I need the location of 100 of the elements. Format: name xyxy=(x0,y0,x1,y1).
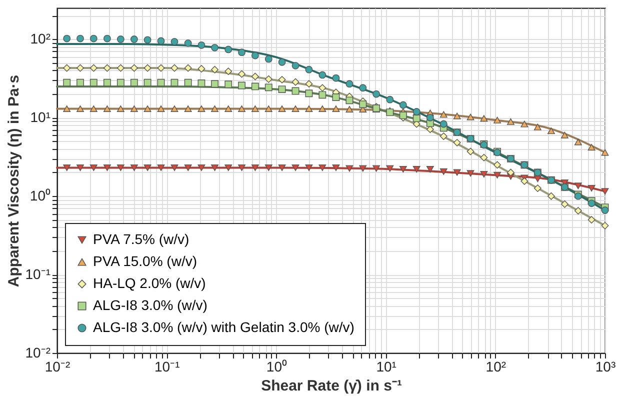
point xyxy=(184,39,192,47)
point xyxy=(90,78,98,86)
point xyxy=(251,164,259,171)
point xyxy=(103,105,111,112)
point xyxy=(359,165,367,172)
point xyxy=(494,172,501,178)
point xyxy=(224,68,232,75)
y-tick-label: 10⁻¹ xyxy=(25,266,51,282)
point xyxy=(332,105,340,112)
point xyxy=(318,164,326,171)
point xyxy=(157,64,165,72)
point xyxy=(318,71,326,79)
point xyxy=(386,165,394,172)
point xyxy=(170,64,178,72)
point xyxy=(372,90,380,98)
legend-label: ALG-I8 3.0% (w/v) xyxy=(93,297,208,313)
point xyxy=(278,164,286,171)
point xyxy=(76,164,84,171)
point xyxy=(574,138,582,146)
point xyxy=(264,84,272,92)
point xyxy=(90,64,98,72)
point xyxy=(426,126,434,134)
point xyxy=(251,105,259,112)
point xyxy=(399,166,407,172)
point xyxy=(466,170,474,177)
x-axis-title: Shear Rate (γ̇) in s⁻¹ xyxy=(261,378,402,394)
point xyxy=(548,192,555,200)
point xyxy=(453,138,461,146)
point xyxy=(251,72,259,80)
point xyxy=(76,105,84,112)
point xyxy=(238,105,246,112)
point xyxy=(507,168,514,176)
point xyxy=(346,165,354,172)
point xyxy=(601,149,609,156)
point xyxy=(76,78,84,86)
legend-label: PVA 7.5% (w/v) xyxy=(93,231,190,247)
point xyxy=(386,96,394,104)
point xyxy=(184,78,192,86)
point xyxy=(480,115,488,122)
point xyxy=(305,90,313,98)
point xyxy=(494,161,501,169)
point xyxy=(224,164,232,171)
point xyxy=(103,164,111,171)
point xyxy=(412,114,420,122)
point xyxy=(103,78,111,86)
point xyxy=(211,105,218,112)
point xyxy=(157,164,165,171)
point xyxy=(480,170,488,178)
point xyxy=(211,80,218,88)
point xyxy=(130,105,138,112)
point xyxy=(157,105,165,112)
point xyxy=(426,114,434,122)
point xyxy=(561,132,568,138)
point xyxy=(63,78,71,86)
point xyxy=(399,101,407,109)
point xyxy=(466,148,474,156)
legend-label: PVA 15.0% (w/v) xyxy=(93,253,198,269)
point xyxy=(332,164,340,171)
point xyxy=(224,80,232,88)
point xyxy=(238,48,246,56)
point xyxy=(130,64,138,72)
point xyxy=(116,36,124,43)
point xyxy=(440,111,448,118)
x-tick-label: 10⁰ xyxy=(266,358,287,374)
point xyxy=(198,164,206,171)
x-tick-label: 10⁻¹ xyxy=(154,358,180,374)
y-tick-label: 10² xyxy=(30,30,51,47)
point xyxy=(292,87,300,95)
x-tick-label: 10¹ xyxy=(376,358,397,374)
point xyxy=(63,105,71,112)
point xyxy=(198,105,206,112)
y-tick-label: 10⁻² xyxy=(25,344,51,360)
point xyxy=(440,120,448,128)
point xyxy=(116,64,124,72)
point xyxy=(588,216,596,224)
point xyxy=(318,84,326,92)
point xyxy=(251,52,259,60)
point xyxy=(76,34,84,42)
point xyxy=(601,222,609,230)
point xyxy=(574,182,582,190)
point xyxy=(144,164,152,171)
point xyxy=(130,78,138,86)
point xyxy=(198,79,206,87)
point xyxy=(103,34,111,42)
point xyxy=(480,154,488,162)
point xyxy=(305,66,313,74)
point xyxy=(130,164,138,171)
point xyxy=(63,164,71,171)
point xyxy=(346,80,354,88)
point xyxy=(264,105,272,112)
point xyxy=(251,82,259,90)
point xyxy=(90,105,98,112)
point xyxy=(332,94,340,101)
point xyxy=(144,78,152,86)
point xyxy=(426,166,434,172)
point xyxy=(116,164,124,171)
point xyxy=(157,78,165,86)
point xyxy=(292,78,300,86)
point xyxy=(278,105,286,112)
point xyxy=(170,105,178,112)
